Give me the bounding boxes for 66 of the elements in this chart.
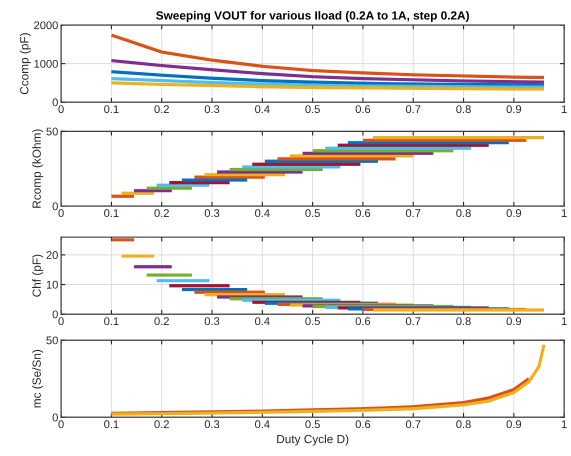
x-tick-label: 0.6 [356, 317, 370, 326]
x-tick-label: 0.7 [406, 317, 420, 326]
x-tick-label: 0.5 [305, 209, 320, 218]
x-tick-label: 0.1 [104, 105, 119, 114]
line-series [110, 343, 546, 416]
x-tick-label: 0.8 [456, 209, 471, 218]
x-tick-label: 0.8 [456, 105, 471, 114]
x-tick-label: 0.3 [204, 317, 220, 326]
y-tick-label: 0 [52, 310, 58, 318]
y-tick-label: 0 [52, 414, 58, 422]
x-tick-label: 0.4 [255, 209, 270, 218]
x-tick-label: 0.6 [356, 209, 370, 218]
x-axis-title: Duty Cycle D) [277, 434, 348, 446]
x-tick-label: 0.5 [305, 317, 320, 326]
line-series [110, 70, 546, 87]
x-tick-label: 0 [58, 317, 64, 326]
y-tick-label: 50 [46, 336, 58, 344]
x-tick-label: 0.1 [104, 209, 119, 218]
x-tick-label: 0.1 [104, 420, 119, 428]
x-tick-label: 0 [58, 209, 64, 218]
x-tick-label: 0 [58, 420, 64, 428]
x-tick-label: 0.4 [255, 420, 270, 428]
x-tick-label: 0.3 [204, 209, 220, 218]
x-tick-label: 0.8 [456, 420, 471, 428]
x-tick-label: 0.6 [356, 105, 370, 114]
x-tick-label: 0.9 [506, 105, 522, 114]
line-series [110, 34, 546, 80]
x-tick-label: 0.5 [305, 420, 320, 428]
x-tick-label: 1 [562, 105, 567, 113]
y-axis-title: Chf (pF) [32, 254, 44, 297]
line-series [110, 77, 546, 89]
x-tick-label: 0.1 [104, 317, 119, 326]
x-tick-label: 0.9 [506, 420, 522, 428]
line-series [110, 81, 546, 91]
x-tick-label: 0.3 [204, 105, 220, 114]
x-tick-label: 0.2 [154, 420, 169, 428]
x-tick-label: 0 [58, 105, 64, 114]
x-tick-label: 0.2 [154, 317, 169, 326]
x-tick-label: 0.6 [356, 420, 370, 428]
x-tick-label: 0.8 [456, 317, 471, 326]
y-tick-label: 10 [46, 280, 58, 289]
y-tick-label: 0 [52, 98, 58, 106]
x-tick-label: 0.2 [154, 105, 169, 114]
x-tick-label: 0.7 [406, 420, 420, 428]
x-tick-label: 0.4 [255, 317, 270, 326]
x-tick-label: 0.7 [406, 209, 420, 218]
x-tick-label: 0.2 [154, 209, 169, 218]
chart-title: Sweeping VOUT for various Iload (0.2A to 1A, step 0.2A) [156, 10, 469, 22]
x-tick-label: 0.7 [406, 105, 420, 114]
x-tick-label: 1 [562, 420, 567, 428]
y-axis-title: Ccomp (pF) [20, 33, 31, 94]
y-axis-title: mc (Se/Sn) [32, 350, 44, 408]
x-tick-label: 1 [562, 209, 567, 217]
x-tick-label: 0.3 [204, 420, 220, 428]
x-tick-label: 0.9 [506, 209, 522, 218]
x-tick-label: 0.9 [506, 317, 522, 326]
y-axis-title: Rcomp (kOhm) [32, 129, 44, 208]
x-tick-label: 0.4 [255, 105, 270, 114]
y-tick-label: 50 [46, 128, 58, 136]
y-tick-label: 2000 [34, 21, 58, 30]
y-tick-label: 20 [46, 251, 58, 260]
line-series [110, 58, 546, 84]
y-tick-label: 0 [52, 202, 58, 210]
x-tick-label: 0.5 [305, 105, 320, 114]
x-tick-label: 1 [562, 317, 567, 326]
y-tick-label: 1000 [34, 60, 58, 68]
